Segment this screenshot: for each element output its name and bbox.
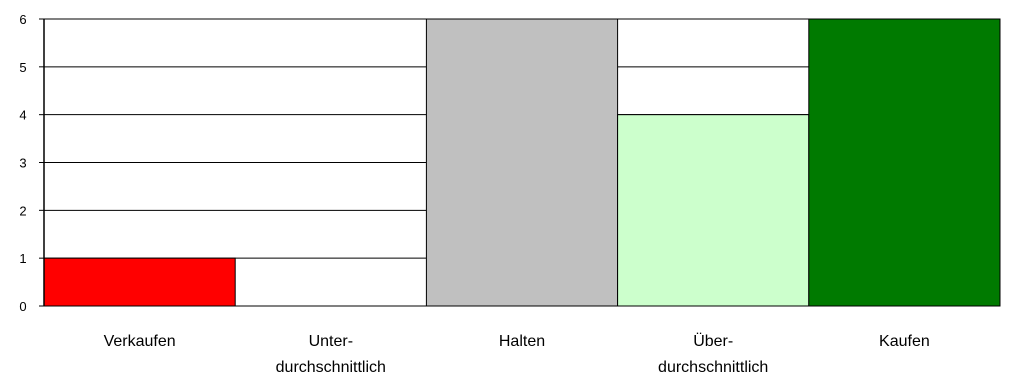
- x-category-label-1-line-0: Unter-: [309, 333, 353, 350]
- x-axis-labels: Verkaufen Unter-durchschnittlich Halten Übe…: [104, 332, 930, 376]
- bar-0: [43, 257, 236, 307]
- x-category-label-2: Halten: [499, 333, 545, 350]
- bar-2: [425, 18, 619, 307]
- y-tick-label-6: 6: [19, 12, 26, 27]
- y-tick-label-1: 1: [19, 251, 26, 266]
- y-tick-label-5: 5: [19, 60, 26, 75]
- bar-3: [617, 114, 810, 307]
- x-category-label-0: Verkaufen: [104, 333, 176, 350]
- y-tick-label-3: 3: [19, 156, 26, 171]
- y-tick-label-0: 0: [19, 299, 26, 314]
- bars: [43, 18, 1001, 307]
- y-tick-label-4: 4: [19, 108, 26, 123]
- x-category-label-4: Kaufen: [879, 333, 930, 350]
- y-tick-label-2: 2: [19, 203, 26, 218]
- x-category-label-1-line-1: durchschnittlich: [276, 359, 386, 376]
- x-category-label-3-line-0: Über-: [693, 332, 733, 350]
- bar-4: [808, 18, 1001, 307]
- x-category-label-3-line-1: durchschnittlich: [658, 359, 768, 376]
- y-axis-ticks: 0 1 2 3 4 5 6: [19, 12, 44, 314]
